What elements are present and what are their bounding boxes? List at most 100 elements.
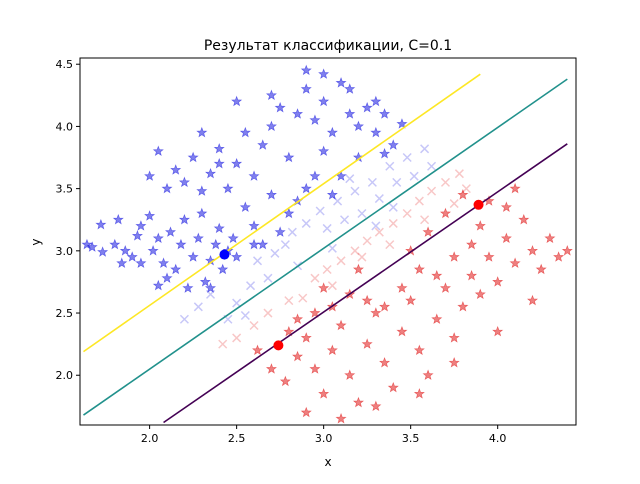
data-point-star	[526, 294, 539, 306]
data-point-star	[97, 246, 109, 257]
data-point-star	[326, 188, 338, 200]
data-point-x	[402, 152, 412, 163]
data-point-star	[135, 257, 147, 269]
data-point-star	[157, 257, 170, 269]
data-point-star	[291, 108, 304, 119]
data-point-x	[315, 206, 325, 216]
data-point-star	[309, 114, 321, 125]
data-point-star	[204, 282, 217, 293]
y-tick-label: 4.0	[56, 120, 74, 133]
data-point-x	[263, 273, 273, 283]
data-point-star	[370, 400, 382, 412]
data-point-star	[492, 276, 504, 287]
data-point-star	[196, 185, 208, 196]
data-point-x	[350, 186, 360, 196]
data-point-star	[217, 263, 229, 275]
data-point-star	[178, 213, 190, 225]
data-point-star	[300, 332, 312, 343]
data-point-star	[119, 244, 131, 256]
y-tick-label: 2.0	[56, 369, 74, 382]
data-point-star	[152, 279, 164, 291]
data-point-star	[326, 344, 338, 356]
data-point-star	[257, 238, 269, 250]
data-point-star	[370, 307, 382, 318]
data-point-star	[170, 164, 182, 175]
plot-frame	[79, 57, 577, 426]
data-point-x	[179, 314, 189, 324]
data-point-star	[196, 207, 208, 219]
data-point-x	[205, 289, 216, 299]
data-point-star	[466, 269, 478, 281]
data-point-star	[396, 325, 408, 337]
chart-title: Результат классификации, C=0.1	[204, 38, 452, 54]
data-point-x	[287, 227, 297, 237]
data-point-star	[378, 300, 391, 312]
data-point-star	[344, 108, 356, 119]
y-tick-label: 3.5	[56, 183, 74, 196]
data-point-x	[345, 174, 355, 184]
data-point-star	[175, 238, 187, 250]
data-point-star	[352, 120, 365, 132]
x-tick-label: 3.0	[315, 432, 333, 445]
series-line	[83, 78, 568, 416]
data-point-star	[405, 294, 417, 306]
data-point-star	[431, 269, 443, 281]
data-point-x	[232, 298, 242, 308]
data-point-star	[279, 375, 291, 387]
data-point-x	[357, 252, 367, 262]
data-point-star	[361, 294, 373, 306]
data-point-star	[474, 220, 486, 231]
data-point-star	[422, 369, 434, 380]
data-point-star	[300, 64, 312, 76]
data-point-star	[231, 251, 243, 262]
data-point-star	[361, 101, 373, 113]
data-point-star	[109, 238, 121, 250]
x-axis: 2.0 2.5 3.0 3.5 4.0	[141, 425, 506, 445]
data-point-star	[344, 369, 356, 380]
data-point-star	[396, 282, 408, 293]
y-axis-label: y	[29, 238, 43, 245]
data-point-x	[388, 218, 398, 228]
data-point-star	[231, 157, 243, 169]
data-point-star	[370, 95, 382, 107]
data-point-star	[239, 126, 251, 138]
data-point-star	[257, 139, 269, 150]
data-point-star	[492, 325, 504, 337]
data-point-star	[457, 188, 469, 200]
data-point-star	[396, 118, 408, 129]
data-point-star	[448, 356, 460, 368]
data-point-star	[178, 176, 190, 188]
data-point-x	[440, 177, 451, 187]
y-axis: 2.0 2.5 3.0 3.5 4.0 4.5	[56, 58, 80, 382]
data-point-star	[81, 238, 93, 250]
data-point-star	[251, 344, 264, 356]
data-point-star	[361, 338, 373, 349]
data-point-star	[126, 251, 138, 262]
data-point-star	[509, 182, 521, 194]
support-vector-point	[273, 340, 284, 351]
data-point-star	[466, 238, 478, 250]
data-point-star	[147, 244, 159, 256]
data-point-star	[318, 388, 330, 399]
data-point-star	[265, 120, 278, 132]
y-tick-label: 3.0	[56, 245, 74, 258]
data-point-star	[291, 313, 304, 324]
data-point-star	[500, 232, 512, 244]
y-tick-label: 2.5	[56, 307, 74, 320]
data-point-x	[298, 293, 308, 303]
data-point-star	[413, 344, 425, 356]
data-point-x	[357, 208, 367, 219]
data-point-star	[213, 142, 225, 154]
data-point-star	[182, 282, 194, 293]
data-point-star	[378, 147, 391, 159]
data-point-x	[402, 208, 412, 219]
data-point-star	[213, 222, 225, 234]
data-point-x	[327, 243, 337, 253]
data-point-x	[449, 199, 459, 209]
data-point-x	[249, 320, 259, 331]
data-point-x	[327, 281, 337, 291]
data-point-star	[135, 220, 147, 231]
data-point-star	[413, 388, 425, 399]
data-point-star	[239, 201, 251, 213]
data-point-x	[301, 218, 311, 228]
